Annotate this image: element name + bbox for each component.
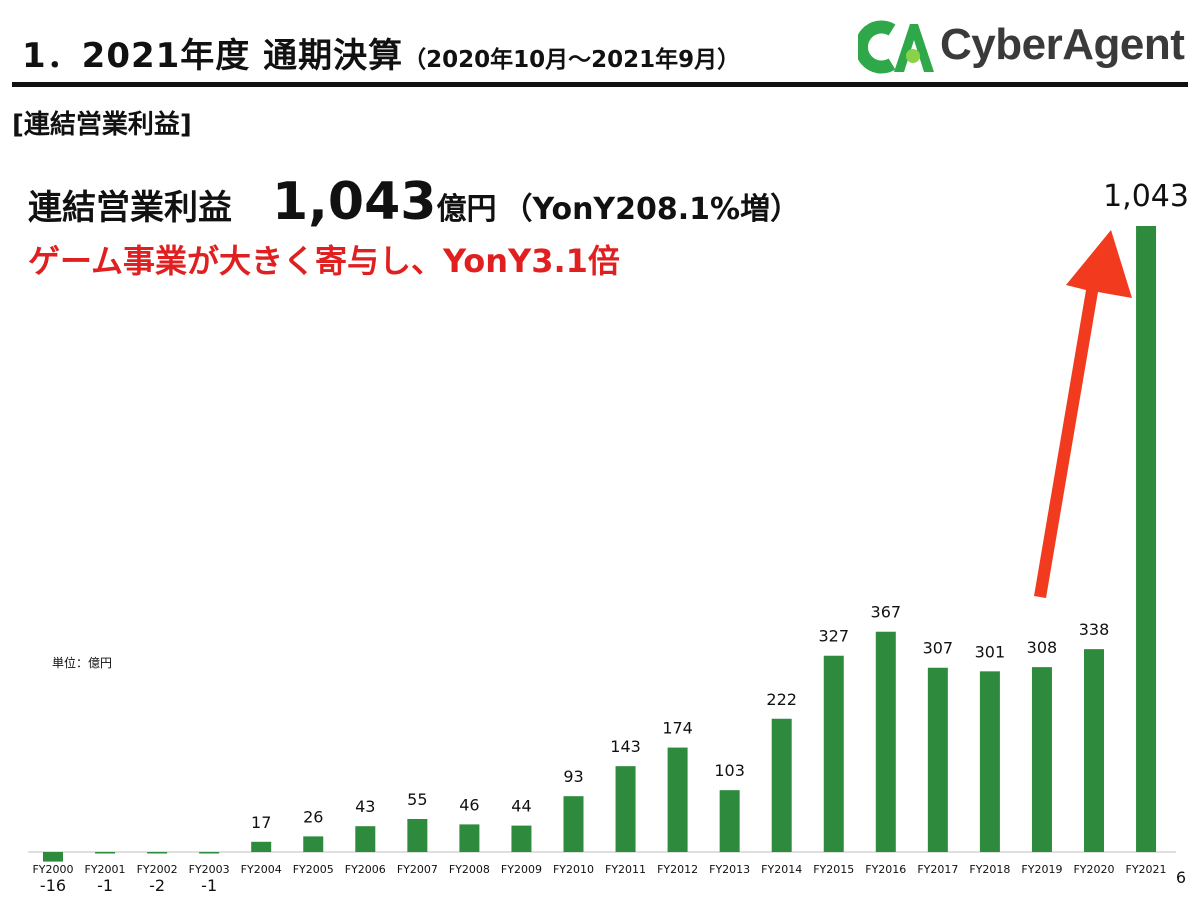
bar-fy2021 xyxy=(1136,226,1157,852)
tick-label-fy2008: FY2008 xyxy=(449,863,490,876)
data-label-fy2000: -16 xyxy=(40,876,66,895)
section-label: [連結営業利益] xyxy=(12,110,192,140)
tick-label-fy2006: FY2006 xyxy=(345,863,386,876)
data-label-fy2017: 307 xyxy=(923,639,954,658)
bar-fy2009 xyxy=(511,825,532,852)
bar-fy2013 xyxy=(719,790,740,852)
data-label-fy2008: 46 xyxy=(459,795,479,814)
tick-label-fy2005: FY2005 xyxy=(293,863,334,876)
bar-fy2019 xyxy=(1031,667,1052,852)
data-label-fy2005: 26 xyxy=(303,807,323,826)
bar-fy2008 xyxy=(459,824,480,852)
bar-fy2020 xyxy=(1084,649,1104,852)
tick-label-fy2013: FY2013 xyxy=(709,863,750,876)
bar-fy2011 xyxy=(615,766,636,852)
headline-growth: （YonY208.1%増） xyxy=(502,192,801,227)
tick-label-fy2016: FY2016 xyxy=(865,863,906,876)
data-label-fy2013: 103 xyxy=(714,761,745,780)
tick-label-fy2000: FY2000 xyxy=(32,863,73,876)
tick-label-fy2014: FY2014 xyxy=(761,863,802,876)
data-label-fy2003: -1 xyxy=(201,876,217,895)
headline: 連結営業利益 1,043億円 （YonY208.1%増） xyxy=(28,172,800,232)
header-divider xyxy=(12,82,1188,87)
slide-header: 1．2021年度 通期決算（2020年10月～2021年9月） CyberAge… xyxy=(12,18,1188,88)
data-label-fy2011: 143 xyxy=(610,737,641,756)
data-label-fy2007: 55 xyxy=(407,790,427,809)
subline: ゲーム事業が大きく寄与し、YonY3.1倍 xyxy=(28,242,620,280)
slide-title: 1．2021年度 通期決算（2020年10月～2021年9月） xyxy=(22,28,740,77)
headline-value: 1,043 xyxy=(272,172,437,232)
bar-fy2003 xyxy=(199,852,220,854)
title-period: （2020年10月～2021年9月） xyxy=(403,47,741,73)
data-label-fy2012: 174 xyxy=(662,719,693,738)
cyberagent-logo: CyberAgent xyxy=(858,18,1185,76)
tick-label-fy2012: FY2012 xyxy=(657,863,698,876)
title-main: 1．2021年度 通期決算 xyxy=(22,36,404,76)
tick-label-fy2009: FY2009 xyxy=(501,863,542,876)
data-label-fy2002: -2 xyxy=(149,876,165,895)
data-label-fy2009: 44 xyxy=(511,797,531,816)
data-label-fy2010: 93 xyxy=(563,767,583,786)
data-label-fy2016: 367 xyxy=(871,603,902,622)
tick-label-fy2017: FY2017 xyxy=(917,863,958,876)
headline-label: 連結営業利益 xyxy=(28,188,232,228)
data-label-fy2020: 338 xyxy=(1079,620,1110,639)
data-label-fy2015: 327 xyxy=(818,627,849,646)
tick-label-fy2011: FY2011 xyxy=(605,863,646,876)
tick-label-fy2001: FY2001 xyxy=(85,863,126,876)
bar-fy2005 xyxy=(303,836,324,852)
bar-fy2014 xyxy=(771,718,792,852)
tick-label-fy2002: FY2002 xyxy=(137,863,178,876)
bar-fy2004 xyxy=(251,841,272,852)
logo-wordmark: CyberAgent xyxy=(940,20,1185,69)
bar-fy2010 xyxy=(563,796,584,852)
tick-label-fy2007: FY2007 xyxy=(397,863,438,876)
growth-arrow-icon xyxy=(1034,230,1132,598)
tick-label-fy2020: FY2020 xyxy=(1073,863,1114,876)
tick-label-fy2021: FY2021 xyxy=(1126,863,1167,876)
data-label-fy2014: 222 xyxy=(766,690,797,709)
tick-label-fy2015: FY2015 xyxy=(813,863,854,876)
unit-note: 単位：億円 xyxy=(52,656,113,670)
data-label-fy2001: -1 xyxy=(97,876,113,895)
data-label-fy2021: 1,043 xyxy=(1103,179,1189,214)
data-label-fy2018: 301 xyxy=(975,642,1006,661)
headline-unit: 億円 xyxy=(436,192,497,227)
bar-fy2000 xyxy=(43,852,63,862)
bar-fy2017 xyxy=(927,667,948,852)
data-label-fy2006: 43 xyxy=(355,797,375,816)
bar-fy2006 xyxy=(355,826,376,852)
data-label-fy2019: 308 xyxy=(1027,638,1058,657)
data-label-fy2004: 17 xyxy=(251,813,271,832)
tick-label-fy2004: FY2004 xyxy=(241,863,282,876)
bar-fy2007 xyxy=(407,818,428,852)
bar-fy2016 xyxy=(875,631,896,852)
bar-fy2018 xyxy=(979,671,1000,852)
bar-fy2002 xyxy=(147,852,168,854)
tick-label-fy2003: FY2003 xyxy=(189,863,230,876)
bar-fy2012 xyxy=(667,747,688,852)
tick-label-fy2010: FY2010 xyxy=(553,863,594,876)
bar-fy2015 xyxy=(823,655,844,852)
ca-logo-mark-icon xyxy=(858,20,934,74)
page-number: 6 xyxy=(1175,868,1186,887)
tick-label-fy2019: FY2019 xyxy=(1021,863,1062,876)
tick-label-fy2018: FY2018 xyxy=(969,863,1010,876)
bar-fy2001 xyxy=(95,852,116,854)
